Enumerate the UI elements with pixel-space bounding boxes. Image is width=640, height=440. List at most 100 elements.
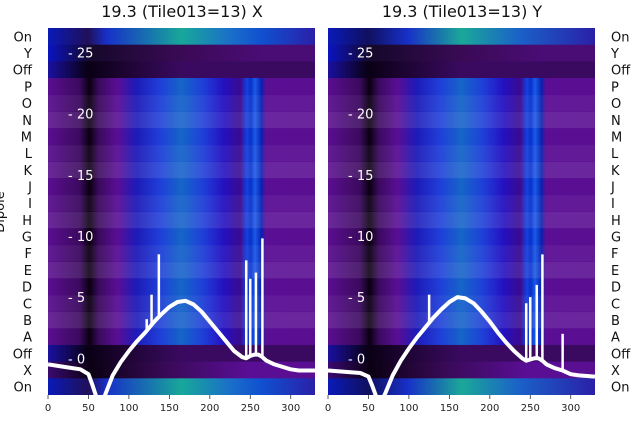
heatmap-row: [48, 128, 315, 146]
heatmap-row: [48, 194, 315, 212]
heatmap-row: [48, 28, 315, 46]
dipole-row-label: On: [14, 381, 32, 396]
dipole-row-label: I: [28, 197, 32, 212]
dipole-row-label: B: [23, 314, 32, 329]
chart-title-x: 19.3 (Tile013=13) X: [101, 2, 263, 21]
dipole-row-label: N: [611, 114, 621, 129]
dipole-row-label: C: [611, 297, 620, 312]
x-tick-label: 300: [561, 403, 580, 414]
heatmap-row: [48, 328, 315, 346]
dipole-row-label: On: [14, 30, 32, 45]
dipole-row-label: A: [611, 331, 620, 346]
x-tick-label: 0: [45, 403, 51, 414]
dipole-row-label: G: [22, 231, 32, 246]
dipole-row-label: Off: [611, 64, 631, 79]
heatmap-rows: [328, 28, 595, 395]
heatmap-row: [48, 278, 315, 296]
dipole-row-label: X: [611, 364, 620, 379]
dipole-row-label: Off: [611, 347, 631, 362]
overlay-tick-label: - 25: [348, 46, 373, 61]
dipole-row-label: H: [22, 214, 32, 229]
dipole-row-label: F: [611, 247, 618, 262]
heatmap-panel-x: - 0 - 5 - 10 - 15 - 20 - 25 0 50 100 150 200 250 300…: [13, 28, 315, 414]
dipole-row-label: A: [23, 331, 32, 346]
x-tick-label: 150: [440, 403, 459, 414]
dipole-row-label: On: [611, 381, 629, 396]
heatmap-row: [48, 61, 315, 79]
dipole-row-label: Off: [13, 64, 33, 79]
chart-title-y: 19.3 (Tile013=13) Y: [382, 2, 543, 21]
dipole-row-label: K: [23, 164, 32, 179]
x-tick-label: 50: [82, 403, 95, 414]
overlay-series-line: [48, 298, 315, 395]
dipole-row-label: P: [24, 80, 32, 95]
overlay-tick-label: - 20: [348, 108, 373, 123]
dipole-row-label: B: [611, 314, 620, 329]
heatmap-row: [48, 228, 315, 246]
x-tick-label: 50: [362, 403, 375, 414]
heatmap-row: [328, 28, 595, 46]
dipole-row-label: D: [611, 281, 621, 296]
heatmap-row: [48, 94, 315, 112]
heatmap-row: [328, 378, 595, 395]
heatmap-row: [328, 161, 595, 179]
heatmap-row: [48, 244, 315, 263]
x-tick-label: 100: [399, 403, 418, 414]
dipole-row-label: Y: [23, 47, 32, 62]
overlay-tick-label: - 15: [348, 169, 373, 184]
dipole-row-label: O: [611, 97, 621, 112]
dipole-row-label: E: [24, 264, 32, 279]
heatmap-row: [328, 344, 595, 363]
x-tick-label: 200: [480, 403, 499, 414]
heatmap-row: [328, 128, 595, 146]
heatmap-row: [328, 211, 595, 229]
heatmap-row: [48, 111, 315, 129]
dipole-row-label: M: [611, 130, 622, 145]
heatmap-row: [328, 61, 595, 79]
dipole-row-label: E: [611, 264, 619, 279]
heatmap-row: [48, 378, 315, 395]
heatmap-row: [48, 211, 315, 229]
dipole-row-label: L: [611, 147, 619, 162]
heatmap-row: [328, 78, 595, 96]
dipole-row-label: D: [22, 281, 32, 296]
x-tick-label: 250: [241, 403, 260, 414]
heatmap-row: [48, 344, 315, 363]
heatmap-row: [328, 111, 595, 129]
dipole-row-label: M: [21, 130, 32, 145]
heatmap-row: [48, 161, 315, 179]
heatmap-row: [328, 278, 595, 296]
overlay-tick-label: - 5: [348, 291, 365, 306]
overlay-tick-label: - 10: [68, 230, 93, 245]
heatmap-row: [328, 94, 595, 112]
overlay-tick-label: - 25: [68, 46, 93, 61]
x-tick-label: 0: [325, 403, 331, 414]
dipole-row-label: H: [611, 214, 621, 229]
overlay-tick-label: - 20: [68, 108, 93, 123]
dipole-row-label: P: [611, 80, 619, 95]
overlay-tick-label: - 10: [348, 230, 373, 245]
heatmap-row: [48, 178, 315, 196]
dipole-row-label: On: [611, 30, 629, 45]
heatmap-row: [328, 228, 595, 246]
x-tick-label: 200: [200, 403, 219, 414]
x-tick-label: 100: [119, 403, 138, 414]
heatmap-row: [48, 311, 315, 329]
y-axis-label: Dipole: [0, 191, 8, 232]
overlay-tick-label: - 0: [68, 352, 85, 367]
dipole-row-label: O: [22, 97, 32, 112]
dipole-row-label: N: [22, 114, 32, 129]
dipole-row-label: Y: [610, 47, 619, 62]
dipole-row-label: C: [23, 297, 32, 312]
dipole-row-label: K: [611, 164, 620, 179]
heatmap-row: [48, 144, 315, 162]
heatmap-row: [328, 194, 595, 212]
heatmap-row: [48, 261, 315, 279]
dipole-row-label: I: [611, 197, 615, 212]
dipole-row-label: G: [611, 231, 621, 246]
heatmap-rows: [48, 28, 315, 395]
heatmap-row: [328, 328, 595, 346]
heatmap-row: [328, 44, 595, 62]
overlay-series-line: [328, 295, 595, 395]
dipole-row-label: X: [23, 364, 32, 379]
